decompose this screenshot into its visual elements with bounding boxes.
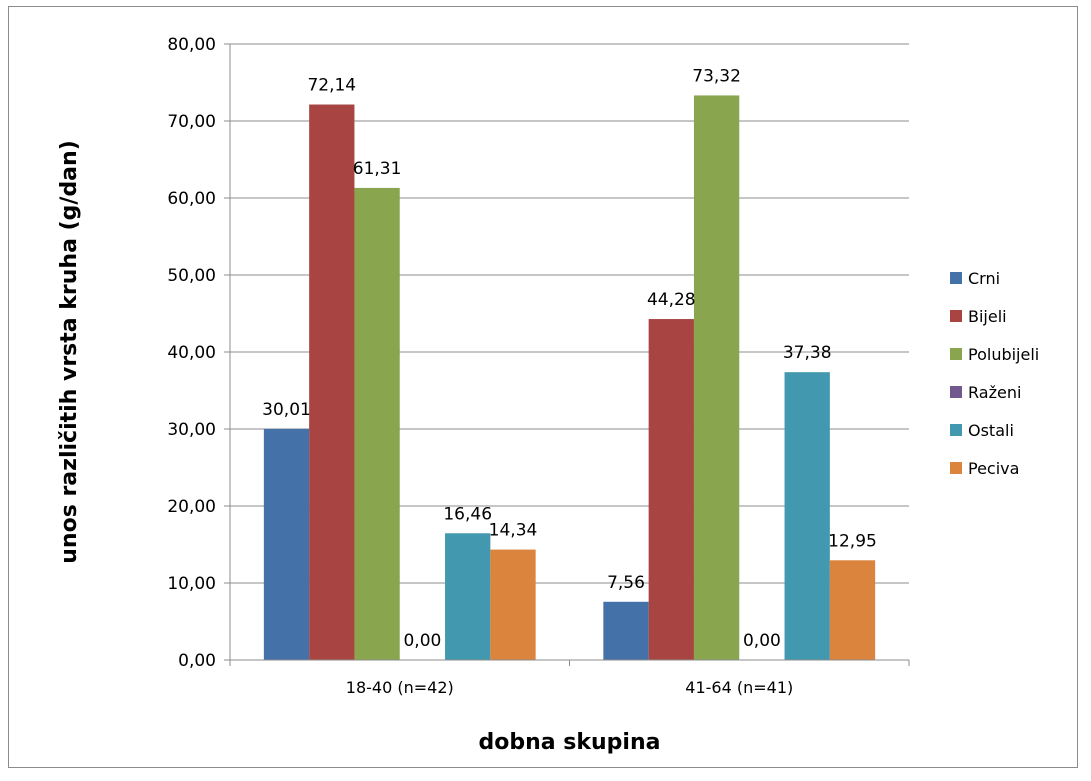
data-labels: 30,01 7,56 72,14 44,28 61,31 73,32 0,00 0,00 16,… — [262, 66, 877, 651]
y-tick-label: 50,00 — [167, 266, 216, 286]
data-label: 72,14 — [307, 76, 356, 96]
bar-crni — [603, 601, 649, 660]
legend-label: Polubijeli — [968, 345, 1039, 364]
bar-chart: 0,00 10,00 20,00 30,00 40,00 50,00 60,00 70,00 8… — [57, 35, 1039, 755]
y-tick-label: 70,00 — [167, 112, 216, 132]
legend: Crni Bijeli Polubijeli Raženi Ostali Peciva — [950, 269, 1039, 478]
data-label: 61,31 — [353, 159, 402, 179]
y-tick-label: 40,00 — [167, 343, 216, 363]
y-tick-label: 20,00 — [167, 497, 216, 517]
x-category-label: 41-64 (n=41) — [685, 678, 793, 697]
data-label: 7,56 — [607, 573, 645, 593]
legend-swatch-bijeli — [950, 310, 962, 322]
legend-swatch-polubijeli — [950, 348, 962, 360]
bar-bijeli — [648, 319, 694, 660]
data-label: 16,46 — [443, 504, 492, 524]
bar-bijeli — [309, 104, 355, 661]
bars — [263, 95, 876, 661]
bar-peciva — [829, 560, 876, 660]
data-label: 37,38 — [783, 343, 832, 363]
bar-polubijeli — [693, 95, 740, 661]
data-label: 0,00 — [743, 631, 781, 651]
y-tick-label: 60,00 — [167, 189, 216, 209]
data-label: 30,01 — [262, 400, 311, 420]
data-label: 73,32 — [692, 66, 741, 86]
data-label: 12,95 — [828, 531, 877, 551]
y-axis-ticks: 0,00 10,00 20,00 30,00 40,00 50,00 60,00 70,00 8… — [167, 35, 230, 671]
y-axis-title: unos različitih vrsta kruha (g/dan) — [57, 140, 82, 564]
legend-label: Ostali — [968, 421, 1014, 440]
legend-label: Raženi — [968, 383, 1021, 402]
x-category-label: 18-40 (n=42) — [346, 678, 454, 697]
x-axis-title: dobna skupina — [479, 730, 661, 755]
y-tick-label: 10,00 — [167, 574, 216, 594]
legend-swatch-peciva — [950, 462, 962, 474]
bar-polubijeli — [354, 187, 400, 660]
data-label: 14,34 — [489, 521, 538, 541]
y-tick-label: 80,00 — [167, 35, 216, 55]
x-axis-categories: 18-40 (n=42) 41-64 (n=41) — [346, 678, 793, 697]
legend-swatch-crni — [950, 272, 962, 284]
legend-label: Crni — [968, 269, 1000, 288]
chart-frame: 0,00 10,00 20,00 30,00 40,00 50,00 60,00 70,00 8… — [8, 6, 1078, 768]
bar-ostali — [784, 372, 830, 660]
bar-peciva — [490, 549, 536, 660]
bar-crni — [263, 428, 310, 660]
y-tick-label: 0,00 — [178, 651, 216, 671]
legend-swatch-raženi — [950, 386, 962, 398]
legend-label: Bijeli — [968, 307, 1007, 326]
data-label: 44,28 — [647, 290, 696, 310]
axes — [229, 44, 910, 666]
data-label: 0,00 — [403, 631, 441, 651]
y-tick-label: 30,00 — [167, 420, 216, 440]
bar-ostali — [445, 533, 491, 660]
legend-swatch-ostali — [950, 424, 962, 436]
legend-label: Peciva — [968, 459, 1019, 478]
